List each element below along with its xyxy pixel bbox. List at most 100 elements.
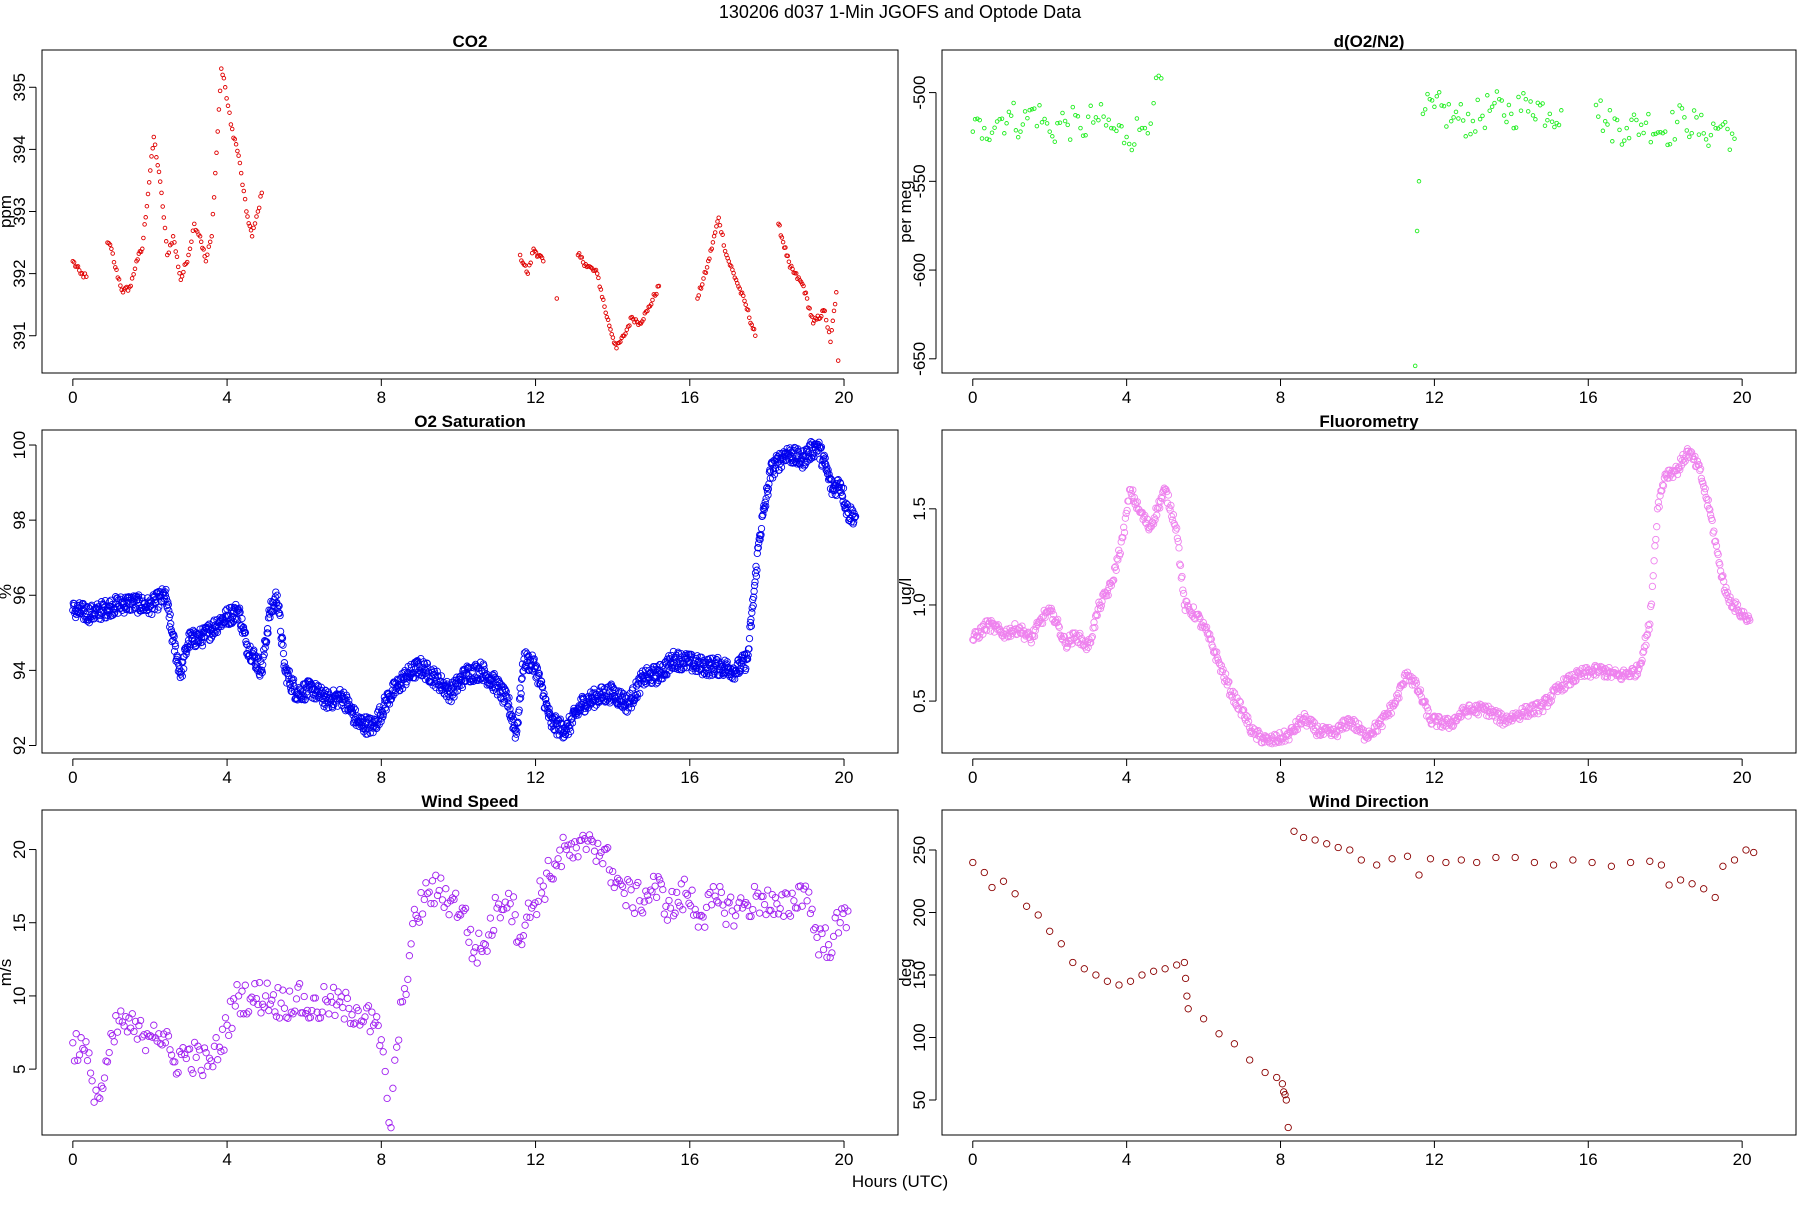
data-point [294,983,302,991]
data-point [1487,108,1492,113]
data-point [542,695,550,703]
data-point [830,318,836,324]
data-point [1494,89,1500,94]
data-point [385,700,394,708]
x-tick-label: 4 [222,388,231,407]
data-point [143,215,148,220]
data-point [1333,732,1342,741]
data-point [641,317,646,322]
data-point [318,1008,326,1016]
y-tick-label: 5 [10,1064,29,1073]
data-point [616,702,625,710]
data-point [206,244,212,249]
data-point [1432,104,1437,110]
data-point [257,1009,265,1017]
data-point [345,1004,353,1013]
x-tick-label: 8 [377,768,386,787]
data-point [1673,470,1682,479]
data-point [171,639,179,648]
data-point [1600,128,1606,134]
data-point [984,136,990,142]
data-point [1139,125,1145,131]
data-point [1357,724,1365,732]
data-point [554,855,562,863]
data-point [1346,846,1354,854]
data-point [518,674,526,682]
data-point [146,180,152,185]
data-point [483,947,491,955]
data-point [702,671,711,679]
data-point [1680,458,1688,467]
data-point [117,1007,125,1015]
data-point [1011,100,1016,106]
data-point [415,918,423,926]
data-point [1572,676,1580,685]
data-point [251,980,259,988]
data-point [1646,111,1651,117]
data-point [686,902,695,910]
data-point [666,904,675,912]
data-point [604,844,612,852]
data-point [110,251,115,256]
data-point [373,1013,381,1021]
data-point [1058,634,1066,643]
data-point [350,704,358,712]
x-tick-label: 8 [377,388,386,407]
data-point [177,1050,186,1059]
data-point [822,308,827,314]
x-tick-label: 12 [1425,1150,1444,1169]
data-point [1723,588,1732,597]
data-point [574,853,582,861]
data-point [374,1021,382,1030]
data-point [268,996,276,1004]
data-point [114,267,119,272]
panel-wspd: Wind Speed m/s 0 4 8 12 16 20 5 10 15 20 [0,792,899,1169]
data-point [1387,709,1395,718]
data-point [79,1044,87,1053]
data-point [750,882,759,891]
data-point [1727,147,1733,152]
data-point [803,897,811,905]
data-point [339,1003,347,1012]
data-point [1511,853,1519,862]
data-point [1719,862,1727,870]
data-point [155,163,160,168]
data-point [1700,483,1708,491]
data-point [554,296,560,301]
data-point [1066,636,1075,644]
data-point [1722,119,1728,125]
data-point [607,323,612,329]
y-axis-label: per meg [896,180,915,242]
data-point [704,890,712,899]
data-point [182,1054,190,1063]
data-point [1004,121,1009,126]
data-point [699,913,707,921]
data-point [1602,118,1608,124]
data-point [765,480,773,488]
data-points [969,445,1754,748]
data-point [166,1046,174,1054]
data-point [1088,103,1093,109]
data-point [1149,967,1158,975]
data-point [425,888,433,896]
data-point [994,621,1002,629]
data-point [1409,674,1417,682]
data-point [753,549,761,558]
data-point [749,593,758,601]
data-point [179,274,185,279]
data-point [568,715,576,723]
data-point [1114,128,1119,134]
data-point [720,232,725,237]
data-point [460,907,468,915]
data-point [1149,518,1157,526]
data-point [737,664,745,672]
panel-title: Fluorometry [1319,412,1419,431]
data-point [1416,686,1425,694]
data-point [260,650,268,659]
data-point [1164,491,1173,499]
data-point [1424,707,1432,715]
data-point [381,1067,389,1076]
data-point [1129,486,1137,494]
data-point [1022,109,1028,114]
data-point [199,1071,207,1080]
